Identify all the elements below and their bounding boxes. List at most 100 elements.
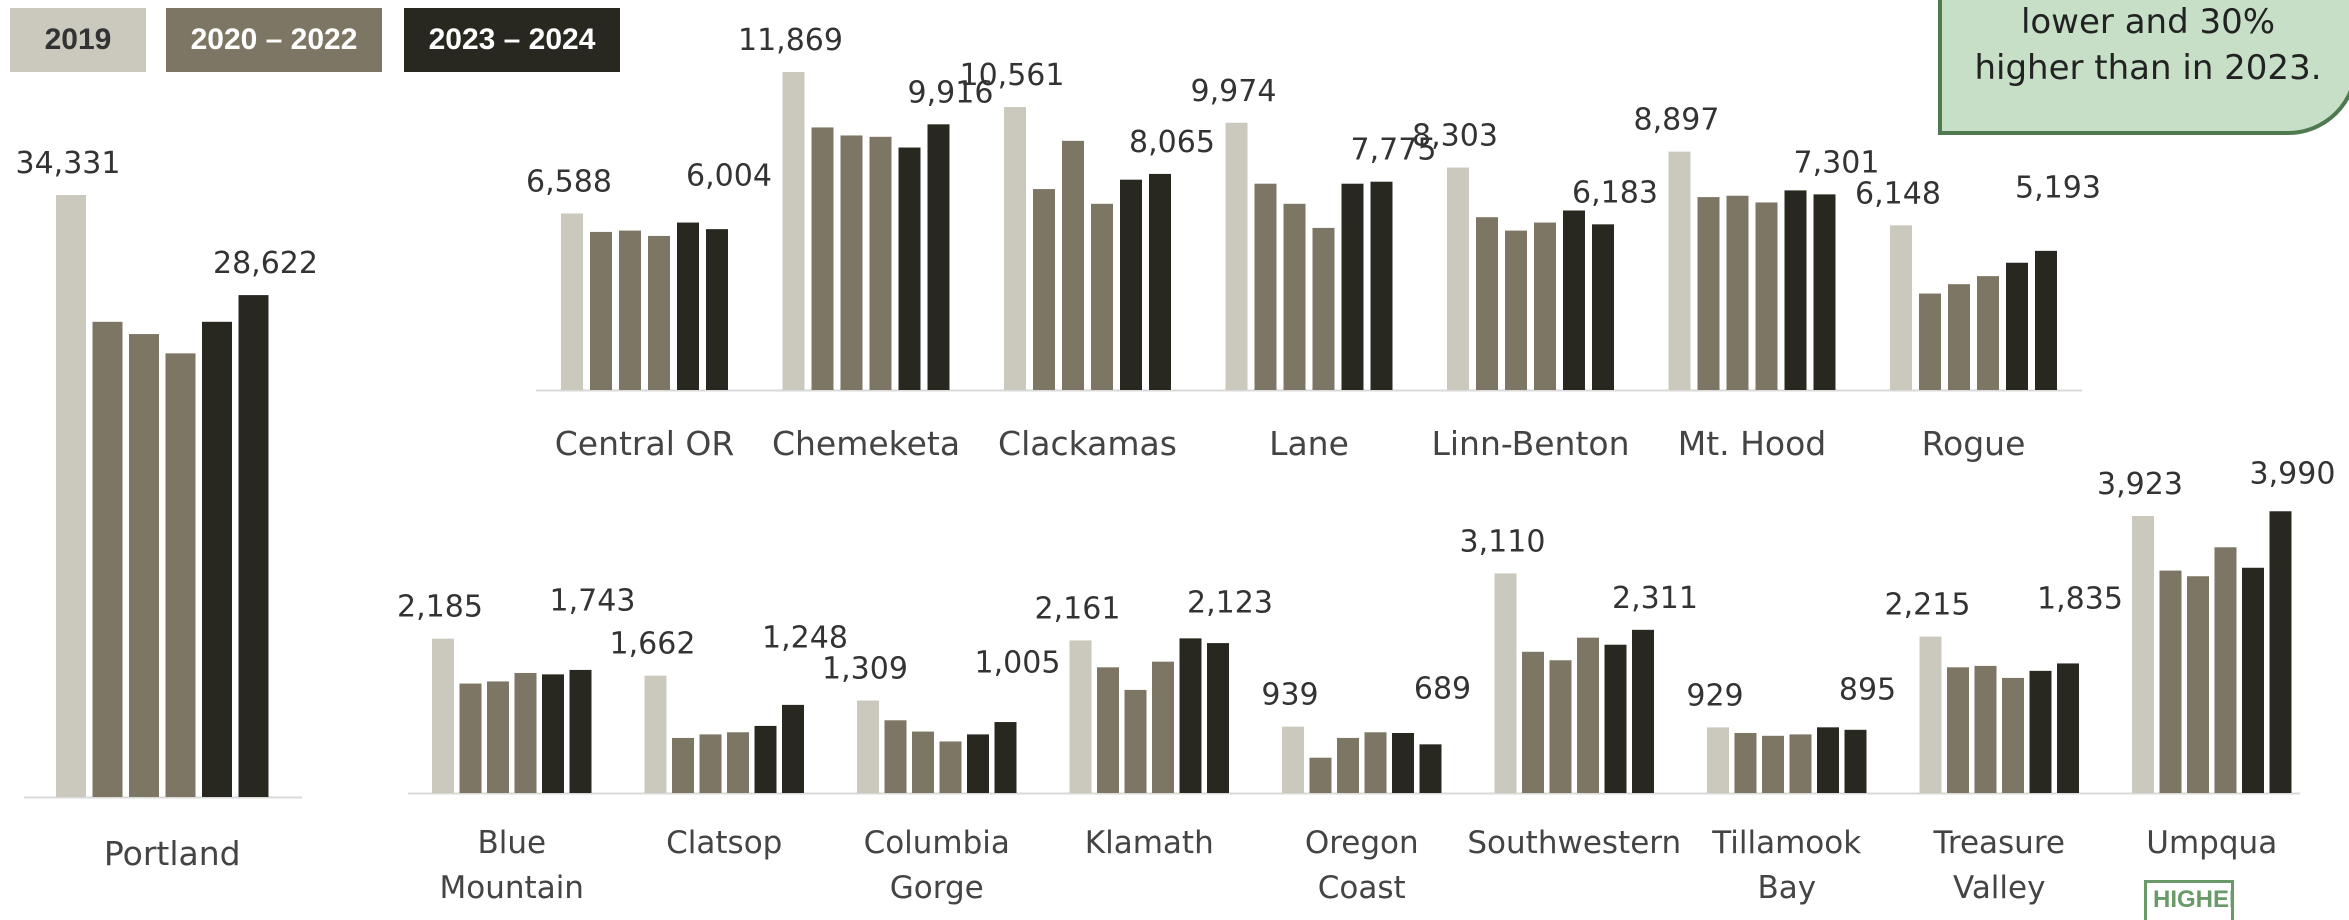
category-label-chemeketa: Chemeketa [772,424,960,463]
bar-tillamook-bay-2020 [1734,732,1757,793]
callout-line-2: higher than in 2023. [1974,48,2322,88]
bar-linn-benton-2023 [1563,210,1585,390]
value-label-southwestern-2024: 2,311 [1612,581,1698,616]
bar-umpqua-2023 [2242,567,2264,793]
value-label-blue-mountain-2024: 1,743 [550,584,636,619]
bar-central-or-2022 [648,235,670,390]
bar-chemeketa-2020 [811,127,834,390]
bar-blue-mountain-2023 [542,674,564,793]
value-label-lane-2024: 7,775 [1351,133,1437,168]
legend-label-2020-2022: 2020 – 2022 [190,23,358,56]
bar-treasure-valley-2020 [1947,667,1969,793]
bar-oregon-coast-2021 [1337,737,1359,793]
bar-mt-hood-2024 [1813,194,1836,390]
bar-oregon-coast-2023 [1392,732,1414,793]
bar-umpqua-2022 [2214,547,2237,793]
bar-tillamook-bay-2019 [1707,727,1729,793]
value-label-tillamook-bay-2024: 895 [1839,672,1896,707]
bar-chemeketa-2019 [782,72,805,390]
bar-umpqua-2019 [2132,516,2154,793]
bar-portland-2020 [92,321,123,797]
bar-central-or-2019 [561,213,583,390]
bar-treasure-valley-2021 [1974,665,1997,793]
bar-blue-mountain-2022 [514,672,537,793]
category-label-blue-mountain-line-2: Mountain [440,870,584,905]
bar-linn-benton-2024 [1592,224,1614,390]
bar-clatsop-2024 [782,704,804,793]
callout-line-1: lower and 30% [2020,2,2276,42]
category-label-portland: Portland [104,834,241,873]
bar-southwestern-2024 [1632,629,1654,793]
bar-mt-hood-2019 [1668,151,1691,390]
bar-treasure-valley-2024 [2057,663,2079,793]
bar-clatsop-2019 [644,675,667,793]
bar-treasure-valley-2022 [2002,677,2024,793]
legend-2019: 2019 [10,8,146,72]
bar-tillamook-bay-2021 [1762,735,1784,793]
bar-columbia-gorge-2021 [912,731,934,793]
bar-umpqua-2021 [2187,576,2209,793]
value-label-mt-hood-2024: 7,301 [1794,145,1880,180]
bar-linn-benton-2021 [1505,230,1527,390]
value-label-clatsop-2019: 1,662 [610,627,696,662]
bar-rogue-2024 [2035,250,2057,390]
value-label-southwestern-2019: 3,110 [1460,524,1546,559]
bar-blue-mountain-2019 [432,638,454,793]
bar-lane-2020 [1254,183,1277,390]
bar-southwestern-2020 [1522,651,1544,793]
bar-oregon-coast-2022 [1364,732,1387,793]
value-label-treasure-valley-2019: 2,215 [1885,588,1971,623]
value-label-columbia-gorge-2019: 1,309 [822,652,908,687]
bar-lane-2021 [1283,203,1306,390]
category-label-southwestern: Southwestern [1467,825,1681,861]
bar-rogue-2023 [2006,262,2028,390]
value-label-blue-mountain-2019: 2,185 [397,590,483,625]
bar-klamath-2023 [1179,638,1202,793]
bar-lane-2023 [1341,183,1364,390]
bar-klamath-2024 [1207,643,1229,793]
bar-southwestern-2021 [1549,660,1572,793]
bar-columbia-gorge-2019 [857,700,879,793]
bar-mt-hood-2023 [1784,190,1807,390]
bar-columbia-gorge-2022 [939,741,962,793]
higher-ed-logo: HIGHER [2144,880,2234,920]
category-label-treasure-valley-line-2: Valley [1953,870,2045,905]
category-label-central-or: Central OR [555,424,735,463]
bar-klamath-2019 [1069,640,1092,793]
callout-box: lower and 30% higher than in 2023. [1938,0,2349,135]
bar-clackamas-2020 [1033,189,1055,390]
bar-blue-mountain-2021 [487,681,509,793]
bar-chemeketa-2022 [869,136,892,390]
category-label-tillamook-bay-line-1: Tillamook [1711,825,1861,861]
logo-text: HIGHER [2153,886,2231,913]
bar-portland-2024 [238,295,269,797]
category-label-oregon-coast-line-1: Oregon [1305,825,1419,861]
bar-linn-benton-2020 [1476,217,1498,390]
bar-columbia-gorge-2024 [994,722,1017,793]
bar-blue-mountain-2024 [569,669,592,793]
bar-clackamas-2024 [1149,173,1171,390]
bar-clatsop-2020 [672,737,694,793]
bar-lane-2024 [1370,181,1393,390]
category-label-blue-mountain-line-1: Blue [477,825,546,861]
legend-2023-2024: 2023 – 2024 [404,8,620,72]
value-label-lane-2019: 9,974 [1191,74,1277,109]
value-label-rogue-2024: 5,193 [2015,170,2101,205]
bar-clatsop-2021 [699,734,722,793]
bar-portland-2021 [129,334,159,797]
bar-tillamook-bay-2023 [1817,727,1839,793]
legend-2020-2022: 2020 – 2022 [166,8,382,72]
value-label-mt-hood-2019: 8,897 [1634,103,1720,138]
category-label-clackamas: Clackamas [998,424,1177,463]
bar-rogue-2019 [1890,225,1912,390]
category-label-columbia-gorge-line-2: Gorge [890,870,984,905]
bar-mt-hood-2021 [1726,195,1749,390]
value-label-umpqua-2019: 3,923 [2097,467,2183,502]
bar-southwestern-2022 [1577,637,1599,793]
bar-rogue-2022 [1977,276,1999,390]
bar-lane-2019 [1225,122,1248,390]
bar-blue-mountain-2020 [459,683,482,793]
bar-umpqua-2024 [2269,511,2292,793]
bar-klamath-2020 [1097,667,1119,793]
